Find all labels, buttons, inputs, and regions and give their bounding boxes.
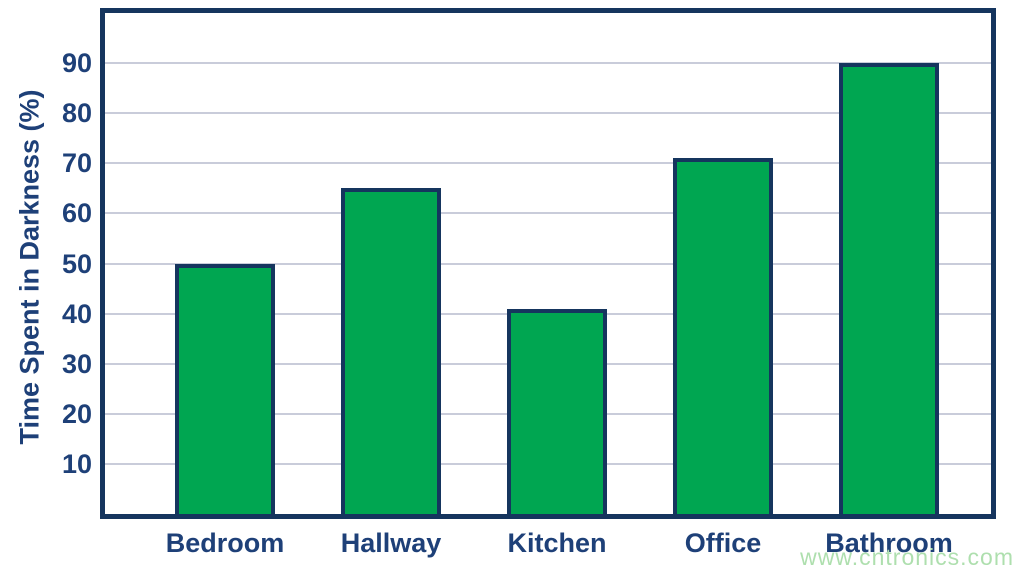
gridline-60 [105,212,991,215]
y-axis-tick-labels: 10 20 30 40 50 60 70 80 90 [0,13,92,514]
x-axis-label-office: Office [684,528,762,558]
bars-layer [105,13,991,514]
y-tick-label-40: 40 [61,298,92,329]
bar-bedroom [175,263,275,514]
y-tick-label-10: 10 [61,448,92,479]
bar-kitchen [507,308,607,514]
y-tick-label-70: 70 [61,148,92,179]
x-axis-label-kitchen: Kitchen [507,528,607,558]
gridline-70 [105,162,991,165]
watermark: www.cntronics.com [800,544,1014,570]
y-tick-label-90: 90 [61,48,92,79]
gridline-80 [105,112,991,115]
y-tick-label-50: 50 [61,248,92,279]
y-tick-label-60: 60 [61,198,92,229]
y-tick-label-20: 20 [61,398,92,429]
x-axis-label-bedroom: Bedroom [165,528,285,558]
plot-area [100,8,996,519]
gridline-90 [105,62,991,65]
bar-hallway [341,188,441,514]
bar-office [673,158,773,514]
x-axis-label-bathroom: Bathroom [825,528,953,558]
x-axis-label-hallway: Hallway [340,528,442,558]
bar-bathroom [839,63,939,514]
gridline-50 [105,262,991,265]
y-tick-label-80: 80 [61,98,92,129]
y-tick-label-30: 30 [61,348,92,379]
x-axis-labels: Bedroom Hallway Kitchen Office Bathroom [0,528,1018,562]
